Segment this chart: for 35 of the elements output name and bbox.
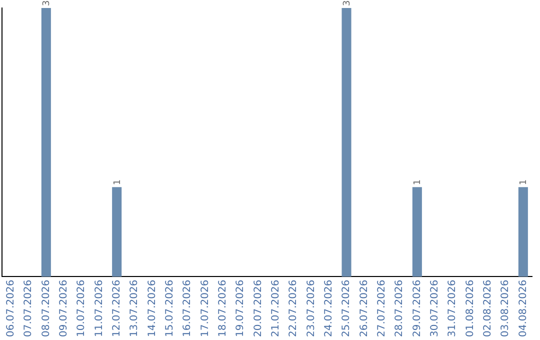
x-tick-label: 06.07.2026 <box>5 280 16 338</box>
x-tick-label: 01.08.2026 <box>464 280 476 338</box>
x-tick-label: 09.07.2026 <box>58 280 70 338</box>
x-tick-label: 16.07.2026 <box>182 280 194 338</box>
x-tick-label: 02.08.2026 <box>482 280 494 338</box>
x-tick-label: 10.07.2026 <box>76 280 88 338</box>
x-tick-label: 12.07.2026 <box>111 280 122 338</box>
x-tick-label: 15.07.2026 <box>164 280 176 338</box>
x-tick-label: 04.08.2026 <box>518 280 529 338</box>
x-tick-label: 28.07.2026 <box>394 280 406 338</box>
x-tick-label: 22.07.2026 <box>288 280 300 338</box>
x-tick-label: 30.07.2026 <box>429 280 440 338</box>
x-tick-label: 17.07.2026 <box>200 280 211 338</box>
x-tick-label: 23.07.2026 <box>306 280 317 338</box>
x-tick-label: 25.07.2026 <box>341 280 352 338</box>
x-tick-label: 14.07.2026 <box>146 280 158 338</box>
x-tick-label: 31.07.2026 <box>447 280 458 338</box>
x-tick-label: 18.07.2026 <box>217 280 228 338</box>
x-tick-label: 11.07.2026 <box>94 280 105 338</box>
x-tick-label: 26.07.2026 <box>358 280 370 338</box>
x-tick-label: 24.07.2026 <box>323 280 334 338</box>
data-label: 1 <box>519 179 530 186</box>
x-tick-label: 07.07.2026 <box>23 280 34 338</box>
x-tick-label: 20.07.2026 <box>252 280 264 338</box>
data-label: 1 <box>413 179 424 186</box>
x-tick-label: 03.08.2026 <box>500 280 512 338</box>
data-label: 1 <box>112 179 123 186</box>
data-label: 3 <box>342 0 352 6</box>
x-tick-label: 29.07.2026 <box>412 280 423 338</box>
x-tick-label: 27.07.2026 <box>376 280 388 338</box>
x-tick-label: 08.07.2026 <box>40 280 52 338</box>
x-tick-label: 21.07.2026 <box>270 280 282 338</box>
x-tick-label: 13.07.2026 <box>129 280 140 338</box>
data-label: 3 <box>42 0 52 6</box>
x-tick-label: 19.07.2026 <box>235 280 246 338</box>
